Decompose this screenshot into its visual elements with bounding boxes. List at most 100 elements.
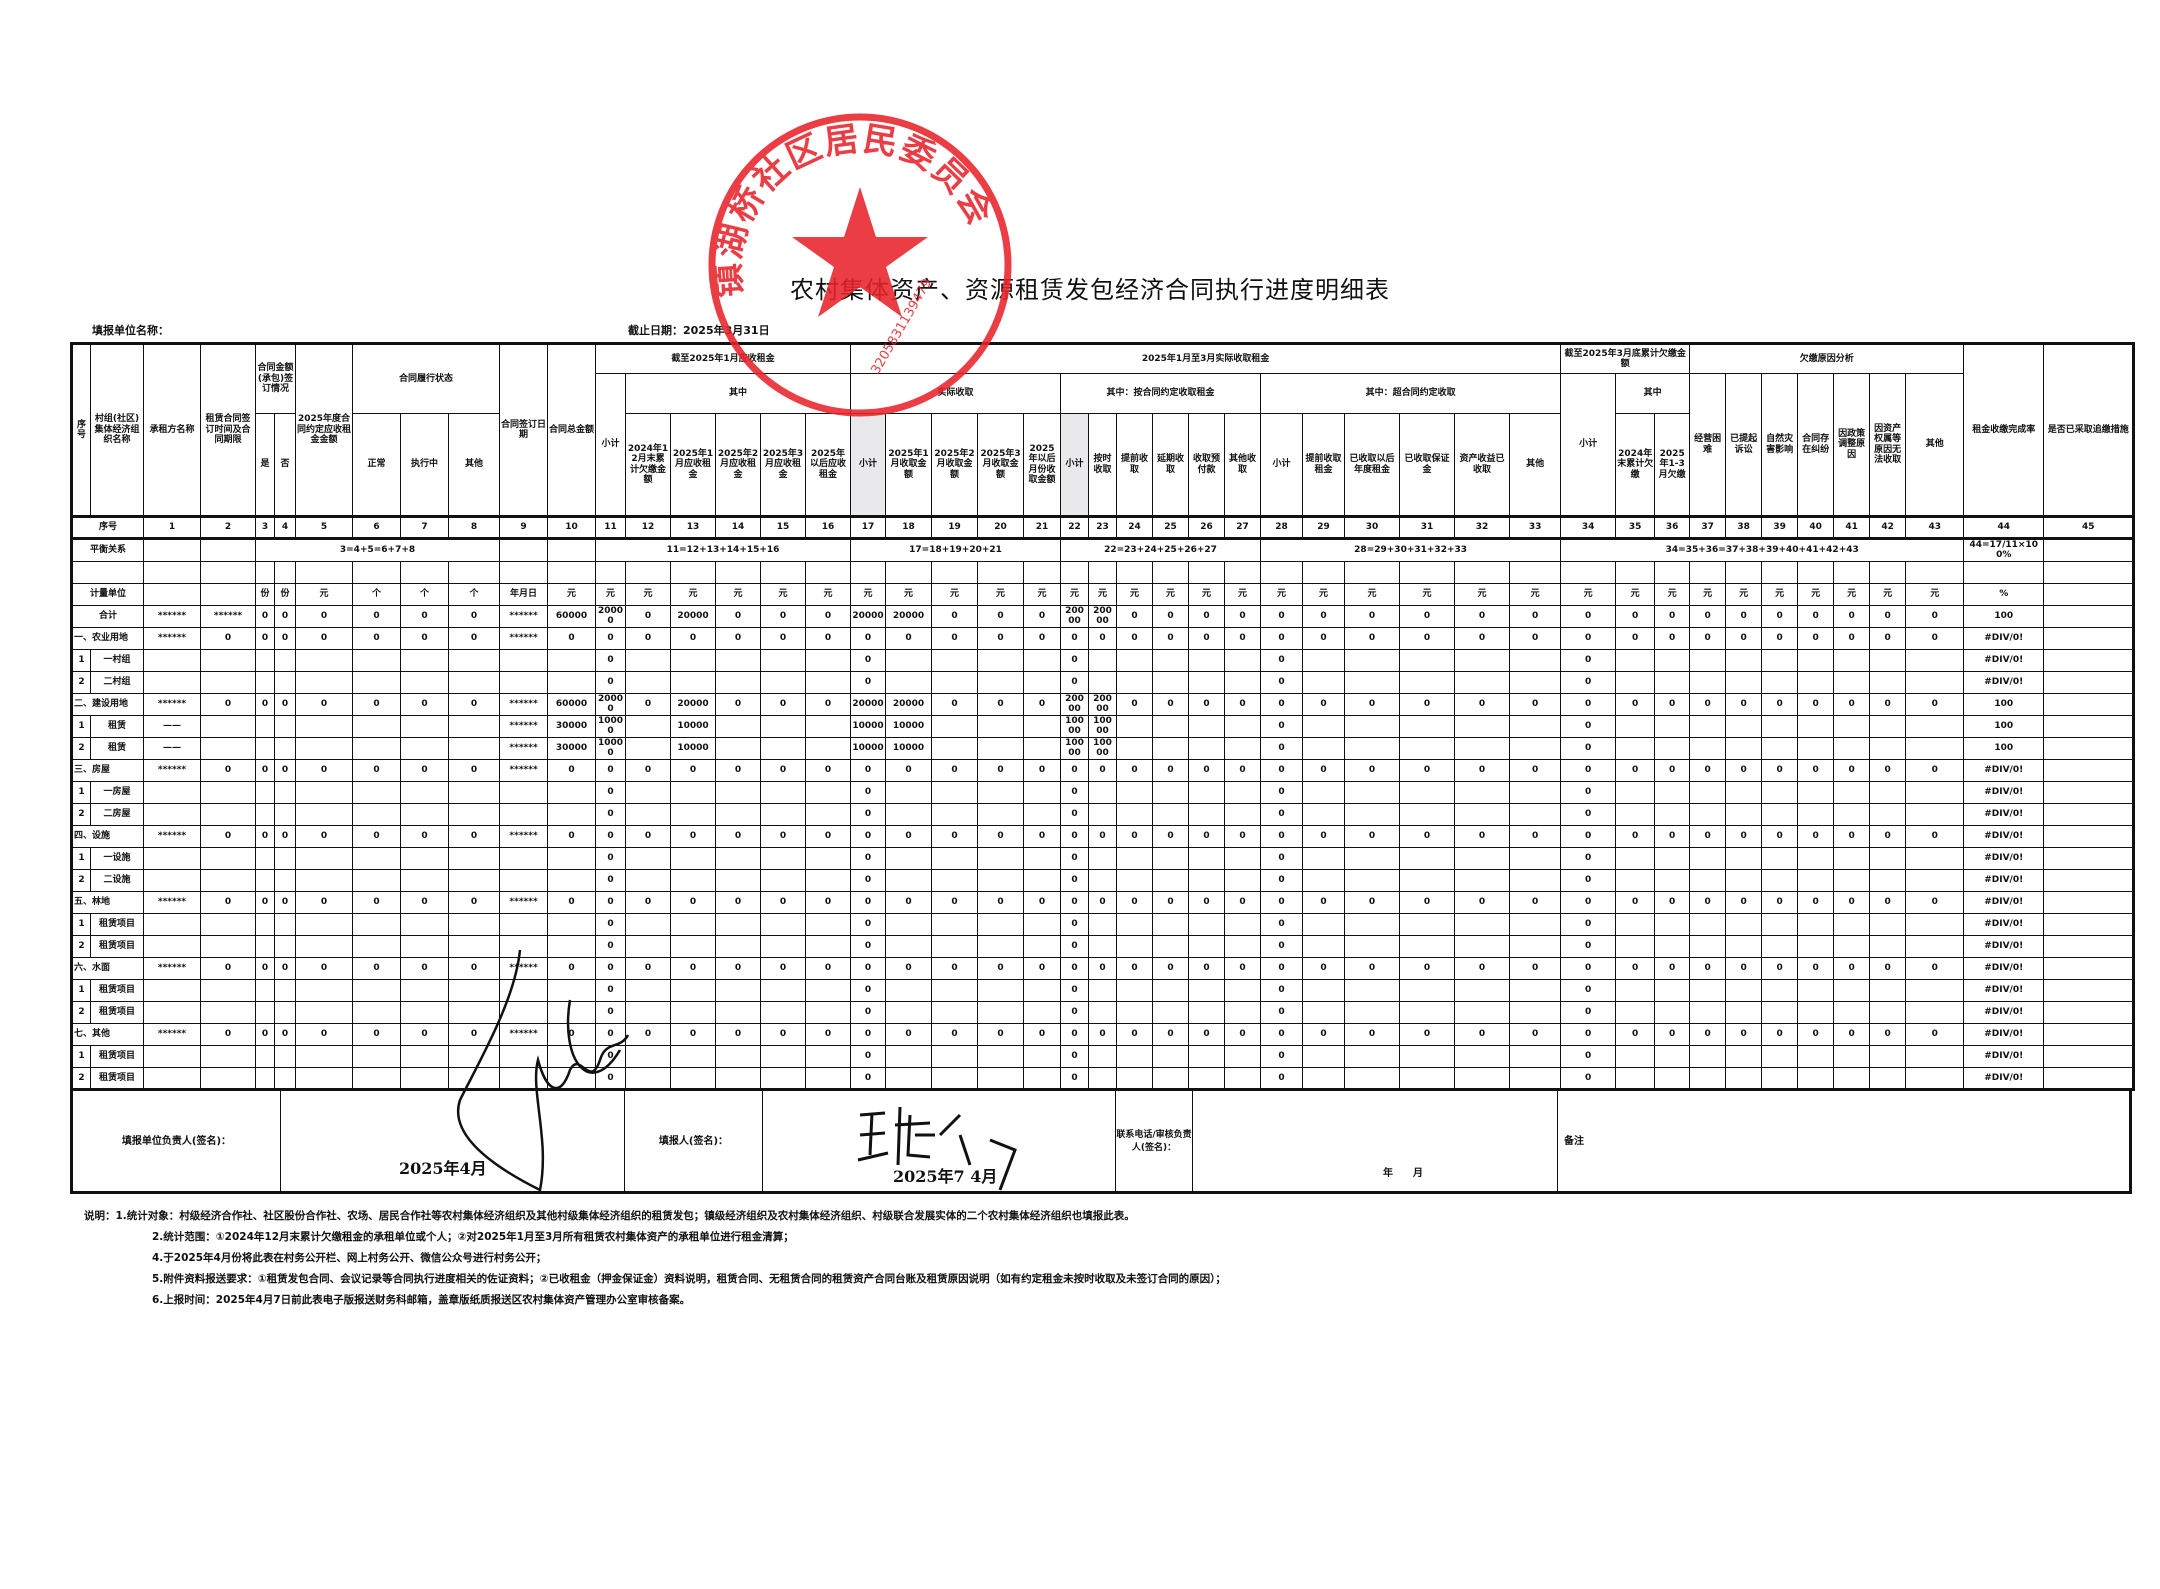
column-index: 35 bbox=[1615, 515, 1656, 540]
data-cell: 0 bbox=[1344, 824, 1401, 848]
data-cell bbox=[547, 1000, 597, 1024]
unit-cell: 元 bbox=[1260, 582, 1304, 606]
data-cell bbox=[1152, 846, 1190, 870]
data-cell bbox=[547, 934, 597, 958]
data-cell: 0 bbox=[1188, 758, 1226, 782]
data-cell: 0 bbox=[1833, 1022, 1871, 1046]
data-cell: 0 bbox=[1060, 670, 1090, 694]
data-cell bbox=[1905, 1000, 1965, 1024]
data-cell: 0 bbox=[1060, 868, 1090, 892]
header-cell: 提前收取租金 bbox=[1302, 413, 1346, 517]
unit-cell: 个 bbox=[352, 582, 402, 606]
data-cell bbox=[1454, 912, 1511, 936]
header-cell: 小计 bbox=[850, 413, 887, 517]
row-name: 一、农业用地 bbox=[71, 626, 144, 650]
column-index: 3 bbox=[255, 515, 275, 540]
data-cell: 0 bbox=[1224, 956, 1262, 980]
data-cell: #DIV/0! bbox=[1963, 758, 2045, 782]
data-cell: 0 bbox=[715, 824, 762, 848]
data-cell bbox=[1088, 802, 1118, 826]
data-cell: ****** bbox=[499, 736, 549, 760]
data-cell: 0 bbox=[1224, 824, 1262, 848]
data-cell bbox=[1088, 1044, 1118, 1068]
data-cell: #DIV/0! bbox=[1963, 648, 2045, 672]
data-cell bbox=[1761, 648, 1799, 672]
table-cell bbox=[1654, 560, 1691, 584]
data-cell bbox=[805, 934, 852, 958]
data-cell: 0 bbox=[760, 956, 807, 980]
data-cell bbox=[499, 802, 549, 826]
header-cell: 按时收取 bbox=[1088, 413, 1118, 517]
data-cell bbox=[715, 1000, 762, 1024]
data-cell bbox=[1689, 1000, 1727, 1024]
notes: 说明：1.统计对象：村级经济合作社、社区股份合作社、农场、居民合作社等农村集体经… bbox=[84, 1206, 1226, 1311]
data-cell bbox=[1905, 648, 1965, 672]
column-index: 10 bbox=[547, 515, 597, 540]
data-cell: 0 bbox=[255, 824, 275, 848]
unit-cell: 元 bbox=[1224, 582, 1262, 606]
data-cell: 0 bbox=[1260, 736, 1304, 760]
data-cell bbox=[1725, 1000, 1763, 1024]
header-cell: 执行中 bbox=[400, 413, 450, 517]
data-cell bbox=[1152, 670, 1190, 694]
data-cell bbox=[977, 780, 1025, 804]
data-cell bbox=[1509, 648, 1562, 672]
table-row: 1 租赁 —— ****** 30000 10000 10000 10000 10000 1000… bbox=[71, 714, 2135, 738]
data-cell: 0 bbox=[1344, 604, 1401, 628]
data-cell: 0 bbox=[1060, 978, 1090, 1002]
data-cell bbox=[1116, 1000, 1154, 1024]
data-cell bbox=[715, 934, 762, 958]
data-cell: 0 bbox=[1088, 1022, 1118, 1046]
data-cell bbox=[1088, 978, 1118, 1002]
data-cell bbox=[352, 780, 402, 804]
data-cell: 0 bbox=[352, 692, 402, 716]
data-cell: 0 bbox=[1399, 956, 1456, 980]
data-cell: 0 bbox=[1560, 1000, 1617, 1024]
data-cell bbox=[760, 736, 807, 760]
data-cell bbox=[931, 714, 979, 738]
data-cell bbox=[805, 978, 852, 1002]
data-cell: 10000 bbox=[595, 714, 627, 738]
data-cell bbox=[931, 978, 979, 1002]
header-cell: 2024年12月末累计欠缴金额 bbox=[625, 413, 672, 517]
data-cell: ****** bbox=[143, 758, 201, 782]
data-cell bbox=[2043, 802, 2135, 826]
data-cell bbox=[1399, 670, 1456, 694]
data-cell bbox=[1152, 1044, 1190, 1068]
data-cell: 0 bbox=[670, 956, 717, 980]
data-cell: 0 bbox=[1761, 890, 1799, 914]
data-cell: 0 bbox=[1560, 780, 1617, 804]
data-cell bbox=[295, 846, 354, 870]
data-cell: 0 bbox=[1399, 604, 1456, 628]
header-cell: 2025年以后应收租金 bbox=[805, 413, 852, 517]
data-cell bbox=[1188, 1066, 1226, 1090]
data-cell: 0 bbox=[1224, 890, 1262, 914]
data-cell bbox=[499, 978, 549, 1002]
data-cell: 0 bbox=[1725, 692, 1763, 716]
data-cell bbox=[1224, 648, 1262, 672]
data-cell bbox=[1869, 912, 1907, 936]
data-cell: 0 bbox=[1725, 626, 1763, 650]
data-cell: 20000 bbox=[1088, 604, 1118, 628]
data-cell: 0 bbox=[715, 604, 762, 628]
data-cell bbox=[1615, 1066, 1656, 1090]
unit-cell: 元 bbox=[1116, 582, 1154, 606]
data-cell bbox=[1088, 912, 1118, 936]
data-cell: 0 bbox=[595, 648, 627, 672]
data-cell bbox=[400, 1044, 450, 1068]
data-cell bbox=[715, 978, 762, 1002]
data-cell bbox=[1761, 780, 1799, 804]
data-cell: 10000 bbox=[1088, 714, 1118, 738]
index-label: 序号 bbox=[71, 515, 144, 540]
data-cell: 0 bbox=[1060, 758, 1090, 782]
data-cell: 0 bbox=[1260, 1066, 1304, 1090]
data-cell bbox=[255, 802, 275, 826]
table-cell bbox=[2043, 560, 2135, 584]
data-cell bbox=[760, 846, 807, 870]
data-cell: 0 bbox=[1560, 890, 1617, 914]
data-cell bbox=[1905, 1066, 1965, 1090]
data-cell bbox=[1615, 1000, 1656, 1024]
data-cell bbox=[499, 780, 549, 804]
data-cell bbox=[1023, 648, 1062, 672]
data-cell bbox=[1869, 1000, 1907, 1024]
